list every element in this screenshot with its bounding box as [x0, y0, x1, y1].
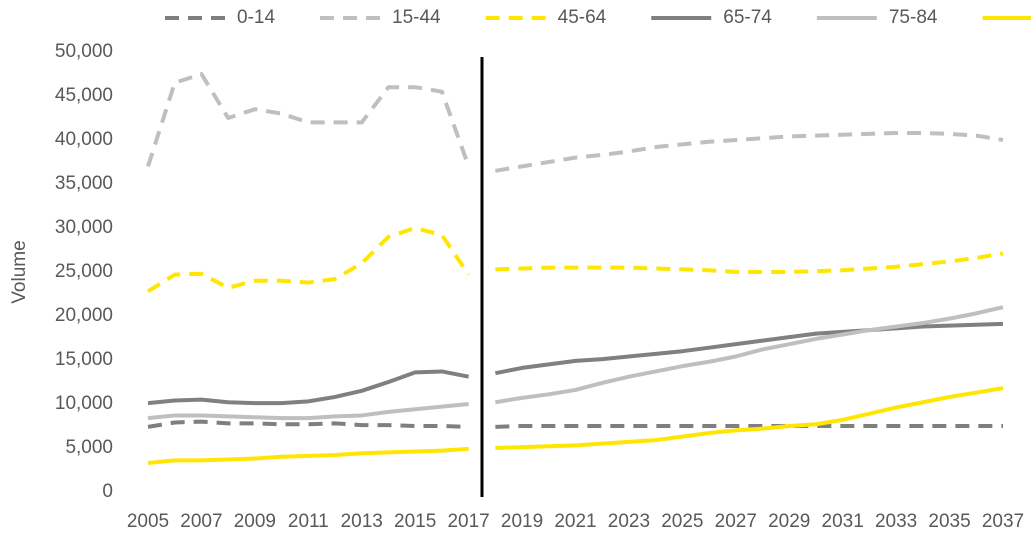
- series-line: [146, 226, 1004, 294]
- x-tick-label: 2005: [127, 511, 169, 532]
- x-tick-label: 2037: [982, 511, 1024, 532]
- y-tick-label: 0: [102, 481, 113, 502]
- y-tick-label: 30,000: [55, 217, 113, 238]
- x-tick-label: 2025: [661, 511, 703, 532]
- x-tick-label: 2009: [234, 511, 276, 532]
- x-tick-label: 2027: [715, 511, 757, 532]
- series-line: [146, 72, 1004, 173]
- series-line: [147, 419, 1003, 429]
- y-axis-title: Volume: [9, 240, 30, 303]
- legend-label: 45-64: [558, 7, 607, 28]
- y-tick-label: 25,000: [55, 261, 113, 282]
- x-tick-label: 2035: [928, 511, 970, 532]
- y-tick-label: 10,000: [55, 393, 113, 414]
- legend-label: 65-74: [723, 7, 772, 28]
- y-tick-label: 40,000: [55, 129, 113, 150]
- x-tick-label: 2023: [608, 511, 650, 532]
- x-tick-label: 2013: [341, 511, 383, 532]
- x-tick-label: 2029: [768, 511, 810, 532]
- x-tick-label: 2021: [554, 511, 596, 532]
- x-tick-label: 2019: [501, 511, 543, 532]
- x-tick-label: 2011: [288, 511, 329, 532]
- x-tick-label: 2031: [822, 511, 864, 532]
- y-tick-label: 35,000: [55, 173, 113, 194]
- legend-label: 75-84: [889, 7, 938, 28]
- series-line: [147, 305, 1004, 421]
- y-tick-label: 45,000: [55, 85, 113, 106]
- x-tick-label: 2007: [180, 511, 222, 532]
- x-tick-label: 2033: [875, 511, 917, 532]
- y-tick-label: 15,000: [55, 349, 113, 370]
- y-tick-label: 5,000: [65, 437, 113, 458]
- legend-label: 15-44: [392, 7, 441, 28]
- series-line: [147, 386, 1004, 465]
- y-tick-label: 50,000: [55, 41, 113, 62]
- y-tick-label: 20,000: [55, 305, 113, 326]
- legend-label: 0-14: [237, 7, 275, 28]
- x-tick-label: 2017: [447, 511, 489, 532]
- x-tick-label: 2015: [394, 511, 436, 532]
- series-line: [147, 321, 1004, 406]
